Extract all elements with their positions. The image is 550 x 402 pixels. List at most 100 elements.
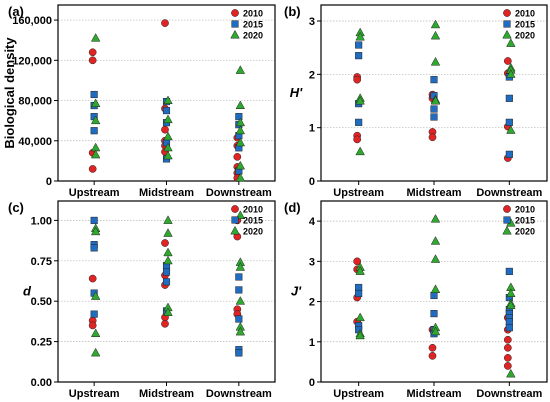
x-tick-label: Upstream [69,388,120,400]
plot-frame [320,200,548,383]
point-2020-triangle [235,100,246,110]
point-2020-triangle [430,236,441,245]
legend-label-2015: 2015 [243,20,263,30]
point-2020-triangle [355,31,365,41]
panel-a: 0 40,000 80,000 120,000 160,000 Upstream Midst… [2,4,276,199]
x-tick-label: Downstream [476,187,542,199]
point-2020-triangle [506,288,516,297]
point-2010-circle [88,165,97,173]
point-2010-circle [353,135,362,144]
point-2015-square [355,289,363,298]
legend-label-2020: 2020 [243,227,263,237]
point-2020-triangle [506,125,516,134]
point-2020-triangle [355,146,365,156]
point-2020-triangle [430,95,441,105]
point-2015-square [235,286,243,294]
point-2015-square [430,113,438,121]
y-tick-label: 0.75 [31,256,52,268]
point-2020-triangle [163,215,173,224]
point-2010-circle [353,257,362,266]
point-2020-triangle [430,254,441,263]
legend-marker-2010 [503,9,511,17]
point-2020-triangle [90,149,101,159]
point-2010-circle [503,343,512,352]
point-2020-triangle [355,330,365,340]
y-tick-label: 40,000 [18,136,52,148]
point-2020-triangle [163,131,173,141]
point-2020-triangle [430,19,441,29]
legend-marker-2020 [502,29,512,39]
point-2010-circle [88,321,97,330]
point-2020-triangle [235,296,246,305]
point-2020-triangle [355,95,365,105]
legend-label-2020: 2020 [515,227,535,237]
point-2015-square [162,278,171,286]
point-2015-square [430,105,438,113]
legend-marker-2020 [230,225,240,235]
x-tick-label: Midstream [406,388,461,400]
panel-label: (c) [8,200,24,215]
y-tick-label: 0.25 [31,337,52,349]
legend-label-2010: 2010 [243,205,263,215]
point-2020-triangle [235,262,246,271]
y-tick-label: 0.50 [31,296,52,308]
point-2015-square [90,244,98,252]
x-tick-label: Upstream [69,187,120,199]
x-tick-label: Midstream [139,388,194,400]
point-2015-square [355,118,363,126]
plot-frame [57,200,276,383]
point-2020-triangle [163,114,173,124]
point-2010-circle [428,343,437,352]
point-2020-triangle [163,150,173,160]
y-axis-title: d [23,284,32,299]
point-2015-square [505,267,513,275]
legend-label-2020: 2020 [243,31,263,41]
point-2020-triangle [430,284,441,293]
panel-b: 0 1 2 3 Upstream Midstream Downstream (b) H' 2010… [284,4,548,199]
point-2015-square [235,315,243,323]
point-2015-square [505,150,513,158]
point-2015-square [355,283,363,292]
x-tick-label: Midstream [406,187,461,199]
point-2010-circle [503,362,512,370]
legend-marker-2020 [230,29,240,39]
legend-label-2010: 2010 [515,9,535,19]
point-2020-triangle [506,69,516,78]
plot-frame [57,4,276,182]
legend-label-2010: 2010 [243,9,263,19]
y-tick-label: 0 [309,377,315,389]
point-2015-square [430,310,438,318]
point-2020-triangle [163,255,173,265]
point-2020-triangle [430,56,441,66]
point-2020-triangle [235,137,246,147]
legend-marker-2015 [231,20,239,28]
plot-frame [320,4,548,182]
point-2020-triangle [163,95,173,104]
legend-label-2010: 2010 [515,205,535,215]
panel-label: (a) [8,4,24,19]
x-tick-label: Upstream [333,388,384,400]
point-2010-circle [161,239,169,247]
point-2015-square [505,118,513,126]
point-2020-triangle [90,347,101,357]
legend-label-2015: 2015 [243,216,263,226]
point-2020-triangle [506,368,516,378]
y-tick-label: 80,000 [18,96,52,108]
point-2020-triangle [235,172,246,182]
point-2015-square [90,310,98,318]
point-2020-triangle [163,228,173,237]
y-tick-label: 2 [309,297,315,309]
x-tick-label: Downstream [206,388,272,400]
point-2015-square [430,291,438,300]
point-2015-square [235,273,243,281]
point-2015-square [90,90,98,99]
point-2010-circle [428,352,437,360]
panel-d: 0 1 2 3 4 Upstream Midstream Downstream (d) J' 201… [284,200,548,400]
point-2015-square [505,94,513,102]
legend-marker-2010 [231,205,239,213]
point-2010-circle [161,19,169,27]
point-2010-circle [353,75,362,84]
x-tick-label: Downstream [476,388,542,400]
point-2020-triangle [90,226,101,236]
